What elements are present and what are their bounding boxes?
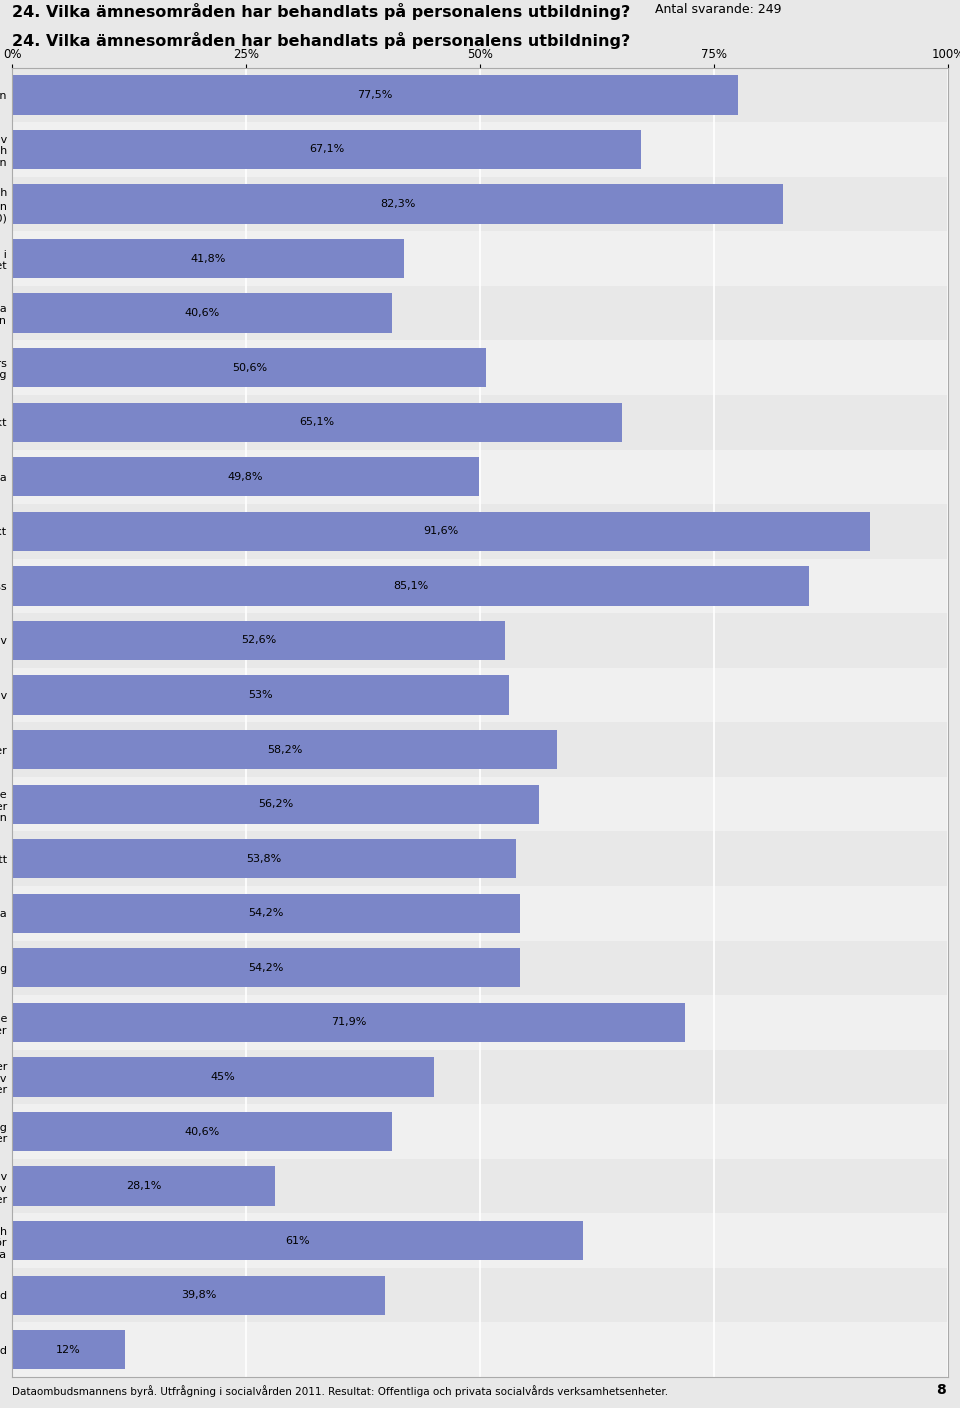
Bar — [12, 1214, 948, 1267]
Bar — [12, 621, 505, 660]
Text: 77,5%: 77,5% — [357, 90, 393, 100]
Text: 24. Vilka ämnesområden har behandlats på personalens utbildning?: 24. Vilka ämnesområden har behandlats på… — [12, 32, 631, 49]
Text: 28,1%: 28,1% — [127, 1181, 161, 1191]
Text: 41,8%: 41,8% — [190, 253, 226, 263]
Bar — [12, 1267, 948, 1322]
Text: 85,1%: 85,1% — [394, 582, 428, 591]
Bar — [12, 1159, 948, 1214]
Bar — [12, 948, 519, 987]
Text: 39,8%: 39,8% — [181, 1290, 216, 1300]
Bar — [12, 1166, 276, 1205]
Bar — [12, 1112, 393, 1152]
Bar — [12, 68, 948, 122]
Bar — [12, 184, 782, 224]
Text: 45%: 45% — [210, 1071, 235, 1081]
Bar — [12, 394, 948, 449]
Bar — [12, 729, 557, 769]
Bar — [12, 239, 404, 279]
Bar — [12, 1322, 948, 1377]
Bar — [12, 511, 870, 551]
Text: 54,2%: 54,2% — [249, 963, 284, 973]
Text: 61%: 61% — [286, 1236, 310, 1246]
Bar — [12, 1050, 948, 1104]
Text: Dataombudsmannens byrå. Utfrågning i socialvården 2011. Resultat: Offentliga och: Dataombudsmannens byrå. Utfrågning i soc… — [12, 1385, 668, 1397]
Bar — [12, 1221, 584, 1260]
Text: Antal svarande: 249: Antal svarande: 249 — [651, 3, 781, 15]
Text: 24. Vilka ämnesområden har behandlats på personalens utbildning?: 24. Vilka ämnesområden har behandlats på… — [12, 3, 631, 20]
Bar — [12, 122, 948, 176]
Bar — [12, 559, 948, 614]
Bar — [12, 1331, 125, 1370]
Text: 52,6%: 52,6% — [241, 635, 276, 645]
Bar — [12, 894, 519, 934]
Bar — [12, 1276, 385, 1315]
Bar — [12, 1002, 685, 1042]
Text: 58,2%: 58,2% — [267, 745, 302, 755]
Bar — [12, 176, 948, 231]
Bar — [12, 839, 516, 879]
Bar — [12, 286, 948, 341]
Text: 53%: 53% — [249, 690, 273, 700]
Bar — [12, 676, 509, 715]
Bar — [12, 777, 948, 831]
Bar — [12, 75, 738, 114]
Text: 67,1%: 67,1% — [309, 145, 344, 155]
Text: 24. Vilka ämnesområden har behandlats på personalens utbildning? Antal svarande:: 24. Vilka ämnesområden har behandlats på… — [12, 32, 819, 49]
Text: 50,6%: 50,6% — [231, 363, 267, 373]
Bar — [12, 722, 948, 777]
Bar — [12, 784, 539, 824]
Text: 71,9%: 71,9% — [331, 1018, 367, 1028]
Bar — [12, 348, 486, 387]
Bar — [12, 341, 948, 394]
Bar — [12, 458, 479, 497]
Text: 53,8%: 53,8% — [247, 853, 282, 863]
Bar — [12, 130, 640, 169]
Bar — [12, 293, 393, 332]
Bar — [12, 231, 948, 286]
Bar — [12, 566, 809, 605]
Text: 8: 8 — [936, 1383, 946, 1397]
Text: 54,2%: 54,2% — [249, 908, 284, 918]
Bar — [12, 886, 948, 941]
Text: 91,6%: 91,6% — [423, 527, 459, 536]
Bar — [12, 941, 948, 995]
Bar — [12, 995, 948, 1050]
Bar — [12, 667, 948, 722]
Bar — [12, 403, 622, 442]
Text: 65,1%: 65,1% — [300, 417, 335, 427]
Bar — [12, 1104, 948, 1159]
Text: 82,3%: 82,3% — [380, 199, 416, 208]
Bar — [12, 504, 948, 559]
Text: 56,2%: 56,2% — [258, 800, 293, 810]
Bar — [12, 449, 948, 504]
Bar — [12, 831, 948, 886]
Text: 12%: 12% — [57, 1345, 81, 1354]
Text: 49,8%: 49,8% — [228, 472, 263, 482]
Bar — [12, 1057, 434, 1097]
Text: 40,6%: 40,6% — [185, 1126, 220, 1136]
Text: 40,6%: 40,6% — [185, 308, 220, 318]
Bar — [12, 614, 948, 667]
